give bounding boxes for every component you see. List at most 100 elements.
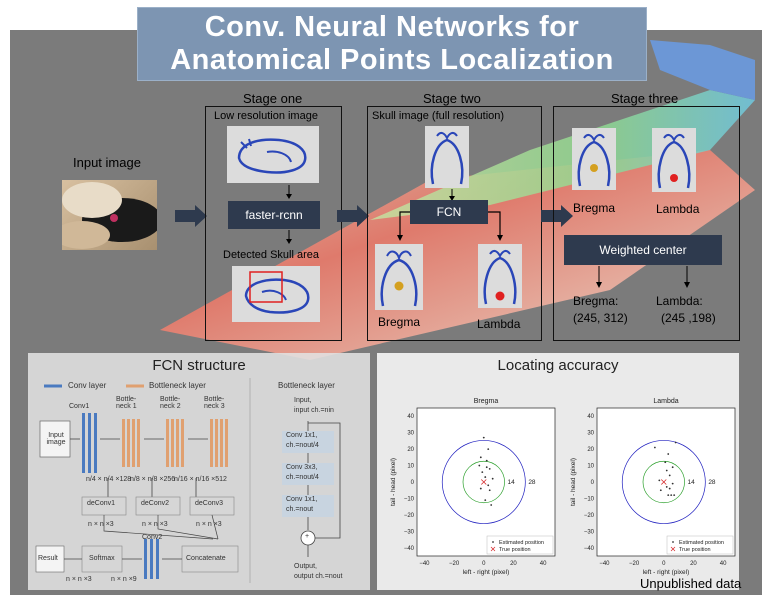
bregma-ytick-label: 40 bbox=[407, 414, 414, 420]
bneck-conv1-box bbox=[282, 431, 334, 453]
unpublished-data-note: Unpublished data bbox=[640, 576, 742, 591]
legend-bottleneck-label: Bottleneck layer bbox=[149, 381, 206, 390]
result-box bbox=[35, 545, 65, 573]
bregma-estimated-point bbox=[479, 487, 482, 490]
lambda-ring-14 bbox=[642, 460, 685, 504]
bregma-ytick-label: −20 bbox=[404, 513, 415, 519]
bneck-plus: + bbox=[305, 533, 310, 540]
bregma-estimated-point bbox=[485, 466, 488, 469]
lambda-xtick-label: −40 bbox=[599, 561, 610, 567]
stage-two-heading: Stage two bbox=[423, 91, 481, 106]
bregma-ring-label-28: 28 bbox=[528, 479, 536, 486]
stage-three-heading: Stage three bbox=[611, 91, 679, 106]
bottleneck-2-label: Bottle-neck 2 bbox=[160, 396, 181, 410]
arrow-down-3 bbox=[449, 189, 455, 201]
lambda-legend-true-label: True position bbox=[679, 547, 711, 553]
lambda-ring-label-14: 14 bbox=[688, 479, 696, 486]
conv2-label: Conv2 bbox=[142, 534, 163, 541]
bottleneck-1-dim: n/8 × n/8 ×256 bbox=[130, 476, 176, 483]
bregma-xtick-label: 0 bbox=[482, 561, 486, 567]
lambda-estimated-point bbox=[665, 469, 668, 472]
bneck-conv2-ch: ch.=nout/4 bbox=[286, 474, 319, 481]
fcn-box: FCN bbox=[410, 200, 488, 224]
softmax-label: Softmax bbox=[89, 555, 115, 562]
accuracy-plots: Bregma −40 −20 0 20 40 40 30 20 10 0 −10 −20 −30 −40 le… bbox=[390, 398, 736, 576]
bregma-estimated-point bbox=[482, 436, 485, 439]
lambda-xtick-label: −20 bbox=[629, 561, 640, 567]
bottleneck-3-bars bbox=[210, 419, 228, 467]
bregma-ytick-label: 30 bbox=[407, 431, 414, 437]
fcn-structure-title: FCN structure bbox=[152, 357, 246, 374]
bneck-conv1-ch: ch.=nout/4 bbox=[286, 442, 319, 449]
lambda-xtick-label: 40 bbox=[720, 561, 727, 567]
faster-rcnn-box: faster-rcnn bbox=[228, 201, 320, 229]
bregma-legend-estimated-marker bbox=[492, 541, 494, 543]
stage-two-bregma-label: Bregma bbox=[378, 315, 421, 329]
lambda-result-value: (245 ,198) bbox=[661, 311, 716, 325]
lambda-estimated-point bbox=[671, 482, 674, 485]
bneck-conv2-label: Conv 3x3, bbox=[286, 464, 318, 471]
deconv2-dim: n × n ×3 bbox=[142, 521, 168, 528]
lambda-estimated-point bbox=[653, 446, 656, 449]
lambda-estimated-point bbox=[671, 466, 674, 469]
bregma-ytick-label: 0 bbox=[411, 480, 415, 486]
bregma-ytick-label: 20 bbox=[407, 447, 414, 453]
lambda-legend-estimated-label: Estimated position bbox=[679, 540, 724, 546]
bottleneck-1-bars bbox=[122, 419, 140, 467]
bregma-result-label: Bregma: bbox=[573, 294, 619, 308]
title-line-1: Conv. Neural Networks for bbox=[204, 11, 580, 43]
bregma-legend-true-label: True position bbox=[499, 547, 531, 553]
deconv3-label: deConv3 bbox=[195, 500, 224, 507]
stage-two-box bbox=[367, 106, 542, 341]
lambda-legend-estimated-marker bbox=[672, 541, 674, 543]
input-mouse-photo bbox=[62, 180, 157, 250]
lambda-ytick-label: 20 bbox=[587, 447, 594, 453]
bottleneck-2-bars bbox=[166, 419, 184, 467]
bregma-estimated-point bbox=[491, 477, 494, 480]
stage-three-bregma-label: Bregma bbox=[573, 201, 616, 215]
bregma-x-axis-label: left - right (pixel) bbox=[463, 569, 510, 576]
deconv3-dim: n × n ×3 bbox=[196, 521, 222, 528]
deconv2-label: deConv2 bbox=[141, 500, 170, 507]
input-image-label: Input image bbox=[73, 155, 141, 170]
bneck-conv1-label: Conv 1x1, bbox=[286, 432, 318, 439]
fcn-structure-diagram bbox=[35, 378, 341, 583]
lambda-estimated-point bbox=[658, 479, 661, 482]
bregma-estimated-point bbox=[488, 489, 491, 492]
softmax-box bbox=[81, 545, 123, 573]
bneck-conv3-ch: ch.=nout bbox=[286, 506, 314, 513]
result-dim: n × n ×3 bbox=[66, 576, 92, 583]
arrow-down-2 bbox=[286, 230, 292, 244]
conv1-dim: n/4 × n/4 ×128 bbox=[86, 476, 132, 483]
arrow-stage-two-to-three bbox=[541, 205, 573, 227]
lambda-estimated-point bbox=[668, 474, 671, 477]
bneck-skip-connection bbox=[308, 422, 341, 539]
bneck-conv3-box bbox=[282, 495, 334, 517]
arrow-down-bregma bbox=[596, 266, 602, 288]
title-banner: Conv. Neural Networks for Anatomical Poi… bbox=[137, 7, 647, 81]
bneck-title: Bottleneck layer bbox=[278, 381, 335, 390]
lambda-ring-28 bbox=[621, 440, 706, 524]
bregma-estimated-point bbox=[487, 484, 490, 487]
bregma-estimated-point bbox=[490, 504, 493, 506]
bregma-estimated-point bbox=[479, 456, 482, 459]
bregma-legend-true-marker-b bbox=[490, 546, 496, 552]
bregma-estimated-point bbox=[488, 467, 491, 470]
lambda-true-point-b bbox=[660, 479, 667, 485]
lambda-ytick-label: 0 bbox=[591, 480, 595, 486]
bregma-estimated-point bbox=[484, 476, 487, 478]
weighted-center-box: Weighted center bbox=[564, 235, 722, 265]
lambda-estimated-point bbox=[664, 461, 667, 464]
lambda-estimated-point bbox=[668, 487, 671, 490]
bregma-ytick-label: 10 bbox=[407, 464, 414, 470]
lambda-x-axis-label: left - right (pixel) bbox=[643, 569, 690, 576]
stage-three-lambda-label: Lambda bbox=[656, 202, 700, 216]
fcn-branch-arrows bbox=[397, 211, 503, 241]
stage-one-box bbox=[205, 106, 342, 341]
bregma-ytick-label: −40 bbox=[404, 546, 415, 552]
bregma-ring-28 bbox=[441, 440, 526, 524]
arrow-stage-one-to-two bbox=[337, 205, 369, 227]
legend-conv-label: Conv layer bbox=[68, 381, 107, 390]
stage-two-lambda-label: Lambda bbox=[477, 317, 521, 331]
